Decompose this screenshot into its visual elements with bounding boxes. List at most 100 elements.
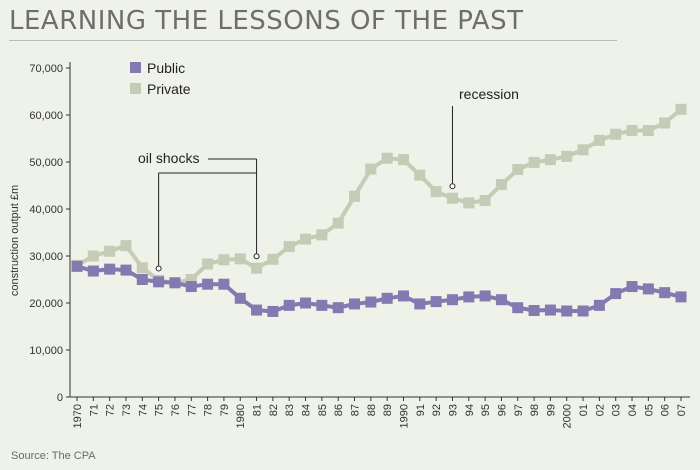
data-point [642, 125, 654, 137]
data-point [332, 217, 344, 229]
annotation-marker [449, 183, 456, 190]
series-line-public [76, 264, 682, 314]
x-tick-label: 76 [170, 404, 182, 416]
y-tick-label: 20,000 [29, 298, 63, 310]
data-point [561, 150, 573, 162]
data-point [153, 276, 165, 288]
data-point [381, 152, 393, 164]
x-tick-label: 83 [284, 404, 296, 416]
x-tick-label: 98 [529, 404, 541, 416]
x-tick-label: 05 [643, 404, 655, 416]
data-point [495, 179, 507, 191]
data-point [512, 302, 524, 314]
x-tick-label: 03 [611, 404, 623, 416]
data-point [349, 190, 361, 202]
x-tick-label: 1990 [398, 404, 410, 428]
data-point [202, 258, 214, 270]
data-point [332, 302, 344, 314]
data-point [544, 304, 556, 316]
data-point [675, 291, 687, 303]
data-point [365, 296, 377, 308]
series-layer [71, 103, 687, 317]
data-point [202, 278, 214, 290]
data-point [120, 240, 132, 252]
data-point [300, 297, 312, 309]
annotation-marker [155, 265, 162, 272]
data-point [593, 134, 605, 146]
x-tick-label: 72 [105, 404, 117, 416]
data-point [234, 292, 246, 304]
data-point [234, 253, 246, 265]
x-tick-label: 02 [594, 404, 606, 416]
data-point [251, 262, 263, 274]
x-tick-label: 94 [464, 404, 476, 416]
data-point [561, 305, 573, 317]
axes: 0 10,000 20,000 30,000 40,000 50,000 60,000 70,… [9, 62, 690, 428]
series-private [71, 103, 687, 289]
annotations-layer: oil shocks recession [138, 86, 519, 272]
data-point [479, 290, 491, 302]
data-point [218, 254, 230, 266]
x-tick-label: 2000 [562, 404, 574, 428]
x-tick-label: 81 [252, 404, 264, 416]
x-tick-label: 87 [350, 404, 362, 416]
x-tick-label: 86 [333, 404, 345, 416]
x-tick-label: 85 [317, 404, 329, 416]
data-point [381, 292, 393, 304]
x-tick-label: 97 [513, 404, 525, 416]
y-tick-label: 70,000 [29, 63, 63, 75]
annotation-oil-shocks: oil shocks [138, 150, 199, 166]
x-tick-label: 77 [186, 404, 198, 416]
x-tick-label: 1980 [235, 404, 247, 428]
data-point [528, 305, 540, 317]
legend-label-private: Private [147, 81, 191, 97]
data-point [626, 125, 638, 137]
data-point [316, 229, 328, 241]
x-tick-label: 82 [268, 404, 280, 416]
data-point [104, 245, 116, 257]
data-point [267, 305, 279, 317]
x-tick-label: 06 [660, 404, 672, 416]
y-axis-label: construction output £m [9, 185, 21, 296]
series-public [71, 260, 687, 317]
legend-swatch-public [130, 62, 141, 73]
x-tick-label: 71 [88, 404, 100, 416]
data-point [251, 304, 263, 316]
x-tick-label: 07 [676, 404, 688, 416]
data-point [528, 156, 540, 168]
series-line-private [76, 107, 683, 285]
data-point [267, 253, 279, 265]
data-point [446, 192, 458, 204]
x-tick-label: 84 [301, 404, 313, 416]
data-point [71, 260, 83, 272]
data-point [479, 195, 491, 207]
x-tick-label: 99 [545, 404, 557, 416]
source-note: Source: The CPA [11, 450, 96, 462]
data-point [414, 298, 426, 310]
data-point [593, 299, 605, 311]
data-point [577, 305, 589, 317]
data-point [414, 169, 426, 181]
data-point [185, 281, 197, 293]
x-tick-label: 91 [415, 404, 427, 416]
data-point [659, 287, 671, 299]
x-tick-label: 89 [382, 404, 394, 416]
x-tick-label: 73 [121, 404, 133, 416]
data-point [642, 283, 654, 295]
data-point [283, 299, 295, 311]
x-tick-label: 1970 [72, 404, 84, 428]
data-point [544, 154, 556, 166]
data-point [136, 274, 148, 285]
data-point [659, 117, 671, 129]
data-point [463, 197, 475, 209]
legend-label-public: Public [147, 60, 185, 76]
data-point [169, 277, 181, 289]
x-tick-label: 75 [154, 404, 166, 416]
x-tick-label: 88 [366, 404, 378, 416]
data-point [430, 186, 442, 198]
data-point [626, 281, 638, 293]
data-point [512, 164, 524, 176]
x-tick-label: 92 [431, 404, 443, 416]
legend-swatch-private [130, 83, 141, 94]
